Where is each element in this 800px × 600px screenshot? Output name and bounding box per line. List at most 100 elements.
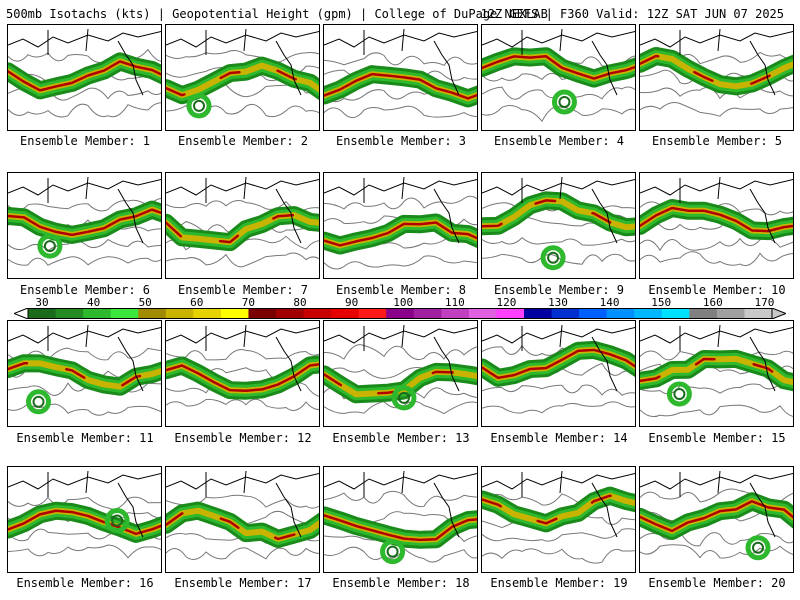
panel-map [640, 324, 793, 418]
coastline [482, 28, 635, 96]
panel-map [166, 176, 319, 268]
height-contour [324, 490, 477, 508]
colorbar [14, 308, 786, 319]
closed-low [558, 95, 571, 108]
isotach-band [8, 208, 161, 237]
map-panel-5 [639, 24, 794, 131]
map-panel-17 [165, 466, 320, 573]
closed-low [186, 93, 212, 119]
map-panel-13 [323, 320, 478, 427]
closed-low [666, 381, 692, 407]
coastline [640, 470, 793, 538]
map-panel-9 [481, 172, 636, 279]
coastline [482, 324, 635, 392]
closed-low [397, 391, 410, 404]
map-panel-2 [165, 24, 320, 131]
colorbar-swatch [661, 308, 690, 319]
height-contour [640, 251, 793, 267]
height-contour [166, 252, 319, 268]
ensemble-member-label: Ensemble Member: 10 [648, 283, 786, 297]
height-contour [324, 255, 477, 270]
coastline [166, 470, 319, 538]
coastline [640, 28, 793, 96]
panel-map [8, 176, 161, 266]
closed-low [104, 508, 130, 534]
height-contour [482, 384, 635, 396]
colorbar-swatch [441, 308, 470, 319]
height-contour [640, 404, 793, 418]
colorbar-swatch [386, 308, 415, 319]
height-contour [482, 401, 635, 414]
colorbar-swatch [606, 308, 635, 319]
colorbar-swatch [55, 308, 84, 319]
colorbar-tick-label: 40 [86, 296, 101, 309]
coastline [8, 470, 161, 538]
map-panel-7 [165, 172, 320, 279]
map-panel-8 [323, 172, 478, 279]
closed-low [111, 514, 124, 527]
closed-low [745, 535, 771, 561]
height-contour [8, 544, 161, 559]
isotach-band [482, 348, 635, 380]
colorbar-swatch [276, 308, 305, 319]
closed-low [193, 99, 206, 112]
closed-low [551, 89, 577, 115]
map-panel-1 [7, 24, 162, 131]
colorbar-swatch [303, 308, 332, 319]
map-title: 500mb Isotachs (kts) | Geopotential Heig… [6, 7, 548, 21]
colorbar-tick-label: 50 [138, 296, 152, 309]
panel-map [640, 470, 793, 561]
height-contour [324, 195, 477, 210]
height-contour [482, 528, 635, 542]
closed-low [547, 251, 560, 264]
colorbar-swatch [468, 308, 497, 319]
ensemble-member-label: Ensemble Member: 9 [493, 283, 625, 297]
height-contour [640, 102, 793, 117]
height-contour [8, 197, 161, 212]
panel-map [640, 28, 793, 117]
coastline [324, 176, 477, 244]
height-contour [324, 400, 477, 415]
colorbar-swatch [138, 308, 167, 319]
colorbar-tick-label: 70 [241, 296, 256, 309]
coastline [8, 28, 161, 96]
colorbar-tick-label: 110 [444, 296, 465, 309]
panel-map [166, 324, 319, 411]
map-panel-6 [7, 172, 162, 279]
panel-map [482, 28, 635, 123]
closed-low [386, 545, 399, 558]
colorbar-tick-label: 100 [393, 296, 414, 309]
coastline [324, 470, 477, 538]
isotach-band [482, 197, 635, 231]
colorbar-right-cap [771, 308, 786, 319]
panel-map [8, 324, 161, 416]
map-panel-15 [639, 320, 794, 427]
closed-low [37, 233, 63, 259]
colorbar-swatch [193, 308, 222, 319]
coastline [482, 176, 635, 244]
colorbar-swatch [165, 308, 194, 319]
map-panel-16 [7, 466, 162, 573]
height-contour [166, 547, 319, 560]
panel-map [166, 470, 319, 560]
closed-low [380, 539, 406, 565]
ensemble-member-label: Ensemble Member: 19 [490, 576, 628, 590]
colorbar-swatch [551, 308, 580, 319]
isotach-band [640, 500, 793, 533]
isotach-band [482, 492, 635, 527]
colorbar-swatch [331, 308, 360, 319]
ensemble-member-label: Ensemble Member: 13 [332, 431, 470, 445]
height-contour [8, 347, 161, 361]
ensemble-member-label: Ensemble Member: 6 [19, 283, 151, 297]
coastline [166, 324, 319, 392]
ensemble-member-label: Ensemble Member: 20 [648, 576, 786, 590]
ensemble-member-label: Ensemble Member: 4 [493, 134, 625, 148]
ensemble-member-label: Ensemble Member: 15 [648, 431, 786, 445]
height-contour [640, 382, 793, 395]
ensemble-member-label: Ensemble Member: 12 [174, 431, 312, 445]
isotach-band [324, 368, 477, 398]
colorbar-tick-label: 140 [599, 296, 620, 309]
isotach-band [324, 221, 477, 247]
coastline [166, 28, 319, 96]
map-panel-4 [481, 24, 636, 131]
